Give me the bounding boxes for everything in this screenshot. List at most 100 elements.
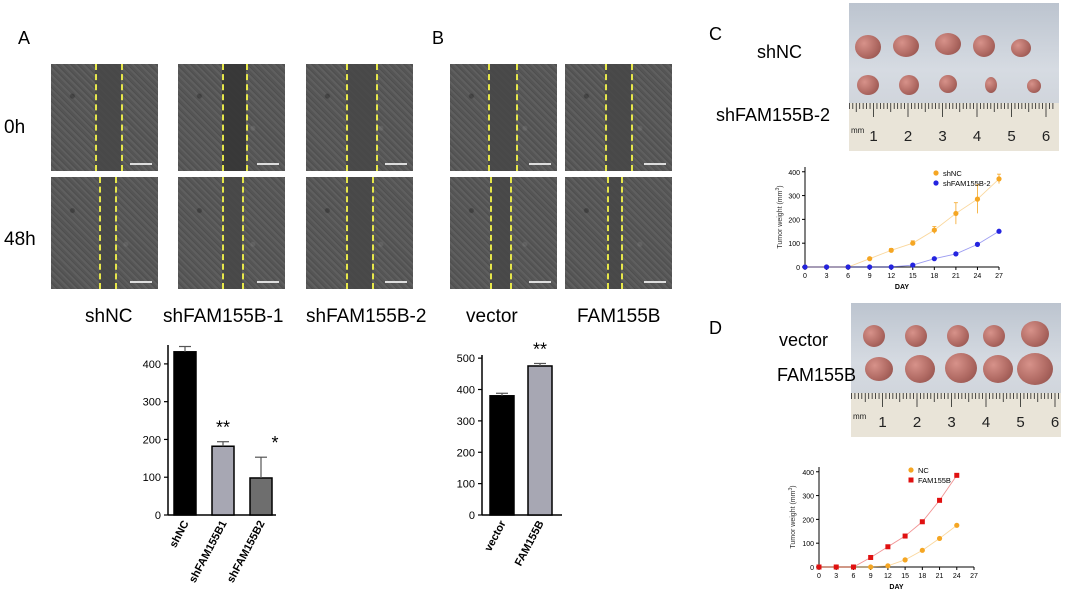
data-point <box>902 533 908 539</box>
line-chart-d: 0 100 200 300 400 0 3 6 9 12 15 18 21 24 27 DAY Tumor we… <box>788 466 978 591</box>
y-tick-label: 100 <box>802 541 814 548</box>
x-tick-label: shFAM155B1 <box>187 519 230 585</box>
data-point <box>931 256 937 262</box>
x-tick-label: 24 <box>953 573 961 580</box>
legend-label: shNC <box>943 169 962 178</box>
y-tick-label: 400 <box>788 170 800 177</box>
ruler-c: mm 1 2 3 4 5 6 <box>849 103 1059 151</box>
y-tick-label: 300 <box>788 194 800 201</box>
panel-letter-a: A <box>18 28 31 48</box>
data-point <box>868 564 874 570</box>
ruler-number: 2 <box>904 128 912 145</box>
data-point <box>954 472 960 478</box>
data-point <box>867 256 873 262</box>
data-point <box>850 564 856 570</box>
y-tick-label: 200 <box>802 517 814 524</box>
data-point <box>931 227 937 233</box>
panel-letter-c: C <box>709 24 722 44</box>
col-label-fam155b: FAM155B <box>577 306 661 327</box>
y-axis-title: Tumor weight (mm3) <box>775 185 784 248</box>
data-point <box>996 228 1002 234</box>
panel-letter-b: B <box>432 28 445 48</box>
x-tick-label: 12 <box>887 273 895 280</box>
x-axis-title: DAY <box>889 584 903 591</box>
legend-marker <box>933 180 939 186</box>
y-tick-label: 300 <box>457 416 475 428</box>
micrograph-a1-0h <box>51 64 158 171</box>
ruler-number: 3 <box>938 128 946 145</box>
x-tick-label: 18 <box>918 573 926 580</box>
legend-label: FAM155B <box>918 476 951 485</box>
ruler-number: 1 <box>878 414 886 431</box>
row-label-0h: 0h <box>4 117 26 138</box>
x-tick-label: 0 <box>803 273 807 280</box>
photo-c-label-bottom: shFAM155B-2 <box>716 105 831 125</box>
ruler-number: 1 <box>869 128 877 145</box>
data-point <box>802 264 808 270</box>
y-tick-label: 400 <box>143 359 161 371</box>
data-point <box>996 176 1002 182</box>
ruler-number: 4 <box>973 128 981 145</box>
ruler-number: 2 <box>913 414 921 431</box>
x-tick-label: 15 <box>901 573 909 580</box>
bar <box>489 395 515 516</box>
y-tick-label: 200 <box>143 434 161 446</box>
significance-mark: ** <box>533 340 547 359</box>
series-line <box>805 178 1000 268</box>
x-tick-label: FAM155B <box>513 519 547 568</box>
significance-mark: * <box>271 433 278 453</box>
panel-letter-d: D <box>709 318 722 338</box>
y-tick-label: 400 <box>457 385 475 397</box>
bar <box>249 477 273 516</box>
x-tick-label: 9 <box>868 273 872 280</box>
photo-d-label-bottom: FAM155B <box>777 365 857 385</box>
col-label-vector: vector <box>466 306 518 327</box>
y-tick-label: 100 <box>143 472 161 484</box>
micrograph-b1-0h <box>450 64 557 171</box>
ruler-number: 6 <box>1042 128 1050 145</box>
bar <box>527 365 553 516</box>
data-point <box>833 564 839 570</box>
data-point <box>919 519 925 525</box>
micrograph-b1-48h <box>450 177 557 289</box>
data-point <box>816 564 822 570</box>
micrograph-a2-0h <box>178 64 285 171</box>
y-axis-title: Tumor weight (mm3) <box>788 485 797 548</box>
x-tick-label: 18 <box>930 273 938 280</box>
data-point <box>888 247 894 253</box>
tumor-photo-c: mm 1 2 3 4 5 6 <box>849 3 1059 151</box>
micrograph-a1-48h <box>51 177 158 289</box>
data-point <box>867 264 873 270</box>
legend-marker <box>933 170 939 176</box>
data-point <box>974 196 981 202</box>
y-tick-label: 400 <box>802 470 814 477</box>
ruler-d: mm 1 2 3 4 5 6 <box>851 393 1061 437</box>
micrograph-a3-48h <box>306 177 413 289</box>
x-tick-label: 12 <box>884 573 892 580</box>
x-tick-label: 21 <box>936 573 944 580</box>
col-label-shnc: shNC <box>85 306 133 327</box>
x-tick-label: 15 <box>909 273 917 280</box>
micrograph-a3-0h <box>306 64 413 171</box>
x-tick-label: 21 <box>952 273 960 280</box>
x-tick-label: 27 <box>970 573 978 580</box>
data-point <box>885 544 891 550</box>
bar <box>211 445 235 516</box>
data-point <box>910 262 916 268</box>
x-tick-label: 6 <box>851 573 855 580</box>
y-tick-label: 0 <box>796 265 800 272</box>
y-tick-label: 0 <box>155 510 161 522</box>
ruler-unit: mm <box>851 126 865 135</box>
series-line <box>819 475 958 568</box>
y-tick-label: 200 <box>788 217 800 224</box>
data-point <box>888 264 894 270</box>
y-tick-label: 300 <box>143 397 161 409</box>
data-point <box>953 251 959 257</box>
ruler-number: 6 <box>1051 414 1059 431</box>
ruler-unit: mm <box>853 412 867 421</box>
x-tick-label: vector <box>483 518 509 553</box>
y-tick-label: 500 <box>457 353 475 365</box>
data-point <box>868 554 874 560</box>
micrograph-b2-48h <box>565 177 672 289</box>
significance-mark: ** <box>216 418 230 438</box>
